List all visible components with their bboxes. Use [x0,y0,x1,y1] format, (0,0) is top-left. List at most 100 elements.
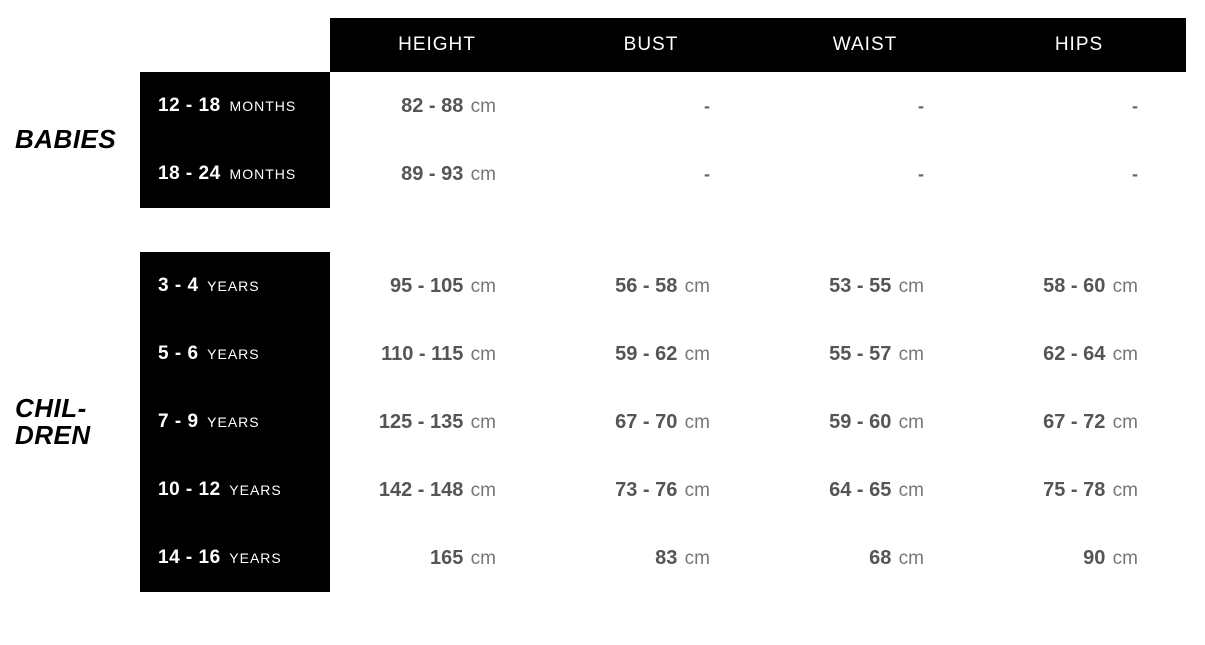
cell-waist: - [758,140,972,208]
value: 67 - 72 [1043,411,1105,433]
unit: cm [1107,276,1138,297]
cell-height: 89 - 93 cm [330,140,544,208]
value: 125 - 135 [379,411,464,433]
cell-height: 125 - 135 cm [330,388,544,456]
unit: cm [893,548,924,569]
value: 95 - 105 [390,275,463,297]
header-blank-2 [140,18,330,72]
unit: cm [1107,344,1138,365]
unit: cm [465,276,496,297]
age-range: 18 - 24 [158,163,221,184]
age-cell: 14 - 16 YEARS [140,524,330,592]
value: 58 - 60 [1043,275,1105,297]
table-row: BABIES12 - 18 MONTHS82 - 88 cm--- [15,72,1186,140]
age-range: 5 - 6 [158,343,199,364]
age-cell: 10 - 12 YEARS [140,456,330,524]
value: 82 - 88 [401,95,463,117]
value: 56 - 58 [615,275,677,297]
unit: cm [679,548,710,569]
unit: cm [465,344,496,365]
section-spacer [15,208,1186,252]
cell-waist: 64 - 65 cm [758,456,972,524]
age-unit: YEARS [225,550,282,566]
age-cell: 3 - 4 YEARS [140,252,330,320]
value: 67 - 70 [615,411,677,433]
cell-bust: 59 - 62 cm [544,320,758,388]
value: 110 - 115 [381,343,463,365]
value: 83 [655,547,677,569]
cell-height: 110 - 115 cm [330,320,544,388]
age-cell: 5 - 6 YEARS [140,320,330,388]
size-chart: HEIGHT BUST WAIST HIPS BABIES12 - 18 MON… [15,18,1186,592]
age-range: 7 - 9 [158,411,199,432]
age-cell: 12 - 18 MONTHS [140,72,330,140]
cell-height: 82 - 88 cm [330,72,544,140]
unit: cm [679,276,710,297]
age-cell: 18 - 24 MONTHS [140,140,330,208]
dash: - [918,96,924,116]
category-label: CHIL-DREN [15,252,140,592]
value: 90 [1083,547,1105,569]
cell-bust: 83 cm [544,524,758,592]
dash: - [704,164,710,184]
table-row: 7 - 9 YEARS125 - 135 cm67 - 70 cm59 - 60… [15,388,1186,456]
unit: cm [679,412,710,433]
header-bust: BUST [544,18,758,72]
cell-height: 165 cm [330,524,544,592]
cell-bust: 56 - 58 cm [544,252,758,320]
table-row: 5 - 6 YEARS110 - 115 cm59 - 62 cm55 - 57… [15,320,1186,388]
value: 165 [430,547,463,569]
unit: cm [893,412,924,433]
age-range: 10 - 12 [158,479,221,500]
value: 59 - 60 [829,411,891,433]
dash: - [704,96,710,116]
cell-hips: 58 - 60 cm [972,252,1186,320]
cell-hips: 75 - 78 cm [972,456,1186,524]
header-height: HEIGHT [330,18,544,72]
value: 73 - 76 [615,479,677,501]
table-row: 14 - 16 YEARS165 cm83 cm68 cm90 cm [15,524,1186,592]
cell-bust: 73 - 76 cm [544,456,758,524]
dash: - [918,164,924,184]
value: 64 - 65 [829,479,891,501]
header-waist: WAIST [758,18,972,72]
age-unit: YEARS [225,482,282,498]
unit: cm [1107,412,1138,433]
unit: cm [679,480,710,501]
header-hips: HIPS [972,18,1186,72]
unit: cm [465,164,496,185]
age-range: 12 - 18 [158,95,221,116]
cell-bust: 67 - 70 cm [544,388,758,456]
cell-bust: - [544,140,758,208]
size-table: HEIGHT BUST WAIST HIPS BABIES12 - 18 MON… [15,18,1186,592]
unit: cm [893,276,924,297]
value: 142 - 148 [379,479,464,501]
category-label: BABIES [15,72,140,208]
unit: cm [1107,480,1138,501]
age-unit: YEARS [203,346,260,362]
unit: cm [893,344,924,365]
cell-hips: 67 - 72 cm [972,388,1186,456]
cell-waist: 59 - 60 cm [758,388,972,456]
cell-waist: - [758,72,972,140]
table-row: CHIL-DREN3 - 4 YEARS95 - 105 cm56 - 58 c… [15,252,1186,320]
table-row: 10 - 12 YEARS142 - 148 cm73 - 76 cm64 - … [15,456,1186,524]
unit: cm [1107,548,1138,569]
dash: - [1132,96,1138,116]
value: 75 - 78 [1043,479,1105,501]
unit: cm [465,480,496,501]
value: 53 - 55 [829,275,891,297]
unit: cm [893,480,924,501]
unit: cm [465,412,496,433]
cell-waist: 53 - 55 cm [758,252,972,320]
cell-height: 95 - 105 cm [330,252,544,320]
cell-hips: 90 cm [972,524,1186,592]
cell-hips: - [972,140,1186,208]
value: 62 - 64 [1043,343,1105,365]
value: 59 - 62 [615,343,677,365]
age-cell: 7 - 9 YEARS [140,388,330,456]
value: 55 - 57 [829,343,891,365]
age-unit: MONTHS [225,98,297,114]
value: 68 [869,547,891,569]
unit: cm [465,548,496,569]
